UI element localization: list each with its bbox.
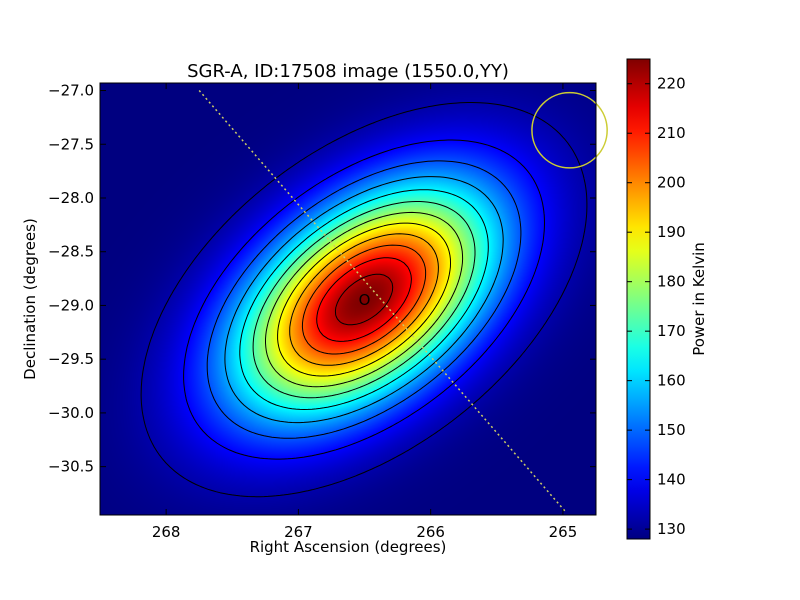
y-tick-label: −28.0 [48,189,94,207]
contour-level-180 [265,211,464,388]
colorbar-ticks: 130 140 150 160 170 180 190 200 210 220 [627,75,686,538]
contour-level-148 [206,160,522,439]
plot-area: O 268 267 266 265 −27.0 −27.5 −28.0 −28.5 −29.0… [48,82,608,541]
y-tick-label: −29.0 [48,296,94,314]
colorbar-tick-label: 190 [657,223,686,241]
y-tick-label: −27.0 [48,82,94,100]
y-tick-label: −30.5 [48,458,94,476]
colorbar-tick-label: 130 [657,520,686,538]
plot-frame [99,82,597,516]
y-tick-label: −30.0 [48,404,94,422]
colorbar-gradient [626,58,651,540]
x-tick-label: 266 [416,523,445,541]
colorbar-tick-label: 170 [657,322,686,340]
colorbar-tick-label: 180 [657,273,686,291]
y-tick-label: −27.5 [48,135,94,153]
contour-lines [140,102,588,498]
contour-level-220 [334,273,394,326]
y-tick-label: −28.5 [48,243,94,261]
y-axis-label: Declination (degrees) [21,218,39,380]
contour-level-140 [183,139,545,460]
colorbar-tick-label: 140 [657,471,686,489]
colorbar-tick-label: 150 [657,421,686,439]
contour-level-156 [224,176,504,424]
contour-level-172 [252,201,476,399]
x-tick-label: 267 [284,523,313,541]
peak-marker: O [359,291,371,309]
x-axis-ticks: 268 267 266 265 [152,83,577,541]
x-tick-label: 265 [549,523,578,541]
colorbar-tick-label: 220 [657,75,686,93]
contour-level-164 [239,189,489,410]
y-axis-ticks: −27.0 −27.5 −28.0 −28.5 −29.0 −29.5 −30.0 −30.5 [48,82,596,476]
y-tick-label: −29.5 [48,350,94,368]
colorbar-label: Power in Kelvin [690,242,708,356]
scan-track-line [198,90,567,513]
colorbar: 130 140 150 160 170 180 190 200 210 220 [626,58,686,540]
colorbar-tick-label: 200 [657,174,686,192]
colorbar-tick-label: 210 [657,124,686,142]
contour-level-188 [277,222,451,377]
beam-circle [531,91,608,169]
x-axis-label: Right Ascension (degrees) [250,538,447,556]
contour-level-204 [301,244,427,355]
x-tick-label: 268 [152,523,181,541]
heatmap-image [100,83,596,515]
colorbar-tick-label: 160 [657,372,686,390]
chart-title: SGR-A, ID:17508 image (1550.0,YY) [187,61,509,82]
